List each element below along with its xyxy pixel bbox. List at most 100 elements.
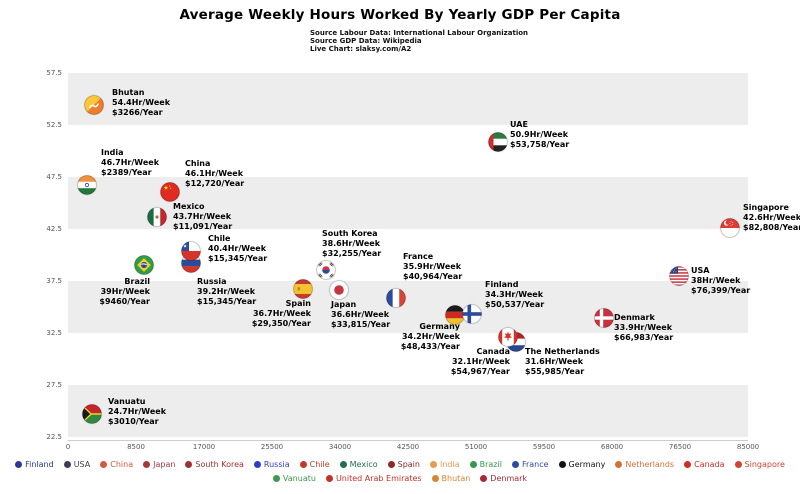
legend-dot-icon (480, 474, 488, 482)
data-point-china[interactable] (160, 181, 180, 202)
legend-item-mexico[interactable]: Mexico (339, 460, 378, 469)
legend-item-canada[interactable]: Canada (684, 460, 725, 469)
legend-item-germany[interactable]: Germany (558, 459, 606, 469)
data-point-bhutan[interactable] (84, 95, 104, 115)
legend-item-china[interactable]: China (100, 460, 133, 469)
legend-label: France (521, 459, 549, 469)
legend-dot-icon (325, 474, 333, 482)
x-tick-label: 42500 (396, 443, 420, 451)
point-label-denmark: Denmark 33.9Hr/Week $66,983/Year (614, 313, 674, 342)
point-label-mexico: Mexico 43.7Hr/Week $11,091/Year (173, 202, 233, 231)
legend-label: Russia (263, 459, 290, 469)
data-point-usa[interactable] (669, 266, 689, 286)
legend-label: Vanuatu (282, 473, 316, 483)
legend-item-vanuatu[interactable]: Vanuatu (272, 473, 316, 483)
legend-item-usa[interactable]: USA (63, 459, 91, 469)
chile-flag-icon (181, 241, 201, 261)
legend-item-singapore[interactable]: Singapore (734, 460, 785, 469)
legend-label: United Arab Emirates (335, 473, 422, 483)
legend-dot-icon (431, 474, 439, 482)
x-tick-label: 25500 (260, 443, 284, 451)
data-point-canada[interactable] (498, 327, 518, 347)
data-point-denmark[interactable] (594, 308, 614, 329)
source-gdp-line: Source GDP Data: Wikipedia (310, 37, 422, 45)
legend-label: Spain (397, 459, 420, 469)
legend-dot-icon (511, 460, 519, 468)
legend-item-united-arab-emirates[interactable]: United Arab Emirates (325, 473, 422, 483)
point-label-singapore: Singapore 42.6Hr/Week $82,808/Year (743, 203, 800, 232)
legend-item-japan[interactable]: Japan (143, 460, 175, 469)
legend-item-spain[interactable]: Spain (387, 459, 420, 469)
x-tick-label: 0 (65, 443, 71, 451)
legend-dot-icon (63, 460, 71, 468)
data-point-vanuatu[interactable] (82, 404, 102, 424)
data-point-south-korea[interactable] (316, 259, 336, 280)
point-label-usa: USA 38Hr/Week $76,399/Year (691, 266, 751, 295)
point-label-south-korea: South Korea 38.6Hr/Week $32,255/Year (322, 229, 382, 258)
legend-row: Finland USA China Japan South Korea Russia Chi… (0, 457, 800, 471)
data-point-spain[interactable] (293, 279, 313, 299)
data-point-singapore[interactable] (720, 218, 741, 238)
legend-item-south-korea[interactable]: South Korea (185, 459, 244, 469)
legend-item-bhutan[interactable]: Bhutan (431, 474, 470, 483)
point-label-brazil: Brazil 39Hr/Week $9460/Year (99, 277, 150, 306)
legend-dot-icon (100, 460, 108, 468)
x-tick-label: 76500 (668, 443, 692, 451)
legend-item-france[interactable]: France (511, 459, 549, 469)
data-point-mexico[interactable] (147, 206, 167, 227)
legend-dot-icon (558, 460, 566, 468)
point-label-canada: Canada 32.1Hr/Week $54,967/Year (450, 347, 510, 376)
vanuatu-flag-icon (82, 404, 102, 424)
point-label-uae: UAE 50.9Hr/Week $53,758/Year (510, 120, 570, 149)
y-tick-label: 27.5 (46, 381, 62, 389)
point-label-finland: Finland 34.3Hr/Week $50,537/Year (485, 280, 545, 309)
chart-sources: Source Labour Data: International Labour… (310, 29, 528, 53)
legend-label: Germany (568, 459, 606, 469)
legend-label: Finland (25, 459, 54, 469)
legend-dot-icon (734, 460, 742, 468)
data-point-india[interactable] (77, 175, 97, 195)
data-point-uae[interactable] (488, 131, 508, 152)
legend-dot-icon (299, 460, 307, 468)
x-tick-label: 59500 (532, 443, 556, 451)
legend-item-chile[interactable]: Chile (299, 459, 330, 469)
india-flag-icon (77, 175, 97, 195)
legend-dot-icon (15, 460, 23, 468)
legend: Finland USA China Japan South Korea Russia Chi… (0, 457, 800, 485)
legend-label: South Korea (195, 459, 244, 469)
x-tick-label: 34000 (328, 443, 352, 451)
canada-flag-icon (498, 327, 518, 347)
legend-label: Chile (309, 459, 330, 469)
legend-label: Netherlands (625, 459, 675, 469)
legend-label: Japan (153, 459, 176, 469)
data-point-chile[interactable] (181, 241, 201, 261)
legend-dot-icon (143, 460, 151, 468)
point-label-spain: Spain 36.7Hr/Week $29,350/Year (251, 299, 311, 328)
legend-item-brazil[interactable]: Brazil (469, 460, 502, 469)
legend-item-india[interactable]: India (429, 459, 460, 469)
finland-flag-icon (462, 304, 482, 324)
plot-band (68, 73, 748, 125)
data-point-brazil[interactable] (134, 255, 154, 276)
source-labour-line: Source Labour Data: International Labour… (310, 29, 529, 37)
legend-dot-icon (185, 460, 193, 468)
data-point-finland[interactable] (462, 304, 482, 324)
data-point-france[interactable] (386, 287, 406, 308)
x-axis-line (68, 440, 748, 441)
plot-band (68, 281, 748, 333)
legend-dot-icon (429, 460, 437, 468)
legend-item-denmark[interactable]: Denmark (480, 474, 527, 483)
plot-band (68, 229, 748, 281)
x-tick-label: 8500 (127, 443, 145, 451)
legend-item-finland[interactable]: Finland (15, 460, 54, 469)
legend-item-netherlands[interactable]: Netherlands (615, 460, 674, 469)
legend-label: India (439, 459, 460, 469)
legend-label: USA (73, 459, 91, 469)
y-tick-label: 42.5 (46, 225, 62, 233)
legend-item-russia[interactable]: Russia (253, 459, 290, 469)
point-label-russia: Russia 39.2Hr/Week $15,345/Year (197, 277, 257, 306)
plot-band (68, 385, 748, 437)
data-point-japan[interactable] (328, 280, 349, 301)
singapore-flag-icon (720, 218, 741, 238)
y-tick-label: 22.5 (46, 433, 62, 441)
